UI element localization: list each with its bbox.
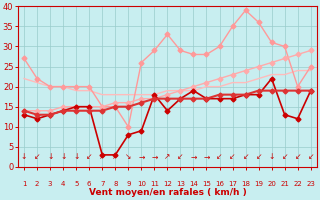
Text: →: → (151, 152, 157, 161)
X-axis label: Vent moyen/en rafales ( km/h ): Vent moyen/en rafales ( km/h ) (89, 188, 246, 197)
Text: ↙: ↙ (34, 152, 40, 161)
Text: ↗: ↗ (164, 152, 171, 161)
Text: ↙: ↙ (216, 152, 223, 161)
Text: ↓: ↓ (60, 152, 66, 161)
Text: ↙: ↙ (177, 152, 184, 161)
Text: ↙: ↙ (308, 152, 314, 161)
Text: →: → (190, 152, 197, 161)
Text: ↙: ↙ (255, 152, 262, 161)
Text: ↘: ↘ (125, 152, 132, 161)
Text: ↗: ↗ (99, 152, 106, 161)
Text: ↓: ↓ (73, 152, 79, 161)
Text: ↙: ↙ (294, 152, 301, 161)
Text: ↓: ↓ (47, 152, 53, 161)
Text: ↙: ↙ (86, 152, 92, 161)
Text: ↓: ↓ (268, 152, 275, 161)
Text: ↙: ↙ (282, 152, 288, 161)
Text: →: → (138, 152, 145, 161)
Text: ↗: ↗ (112, 152, 118, 161)
Text: →: → (203, 152, 210, 161)
Text: ↓: ↓ (21, 152, 27, 161)
Text: ↙: ↙ (242, 152, 249, 161)
Text: ↙: ↙ (229, 152, 236, 161)
